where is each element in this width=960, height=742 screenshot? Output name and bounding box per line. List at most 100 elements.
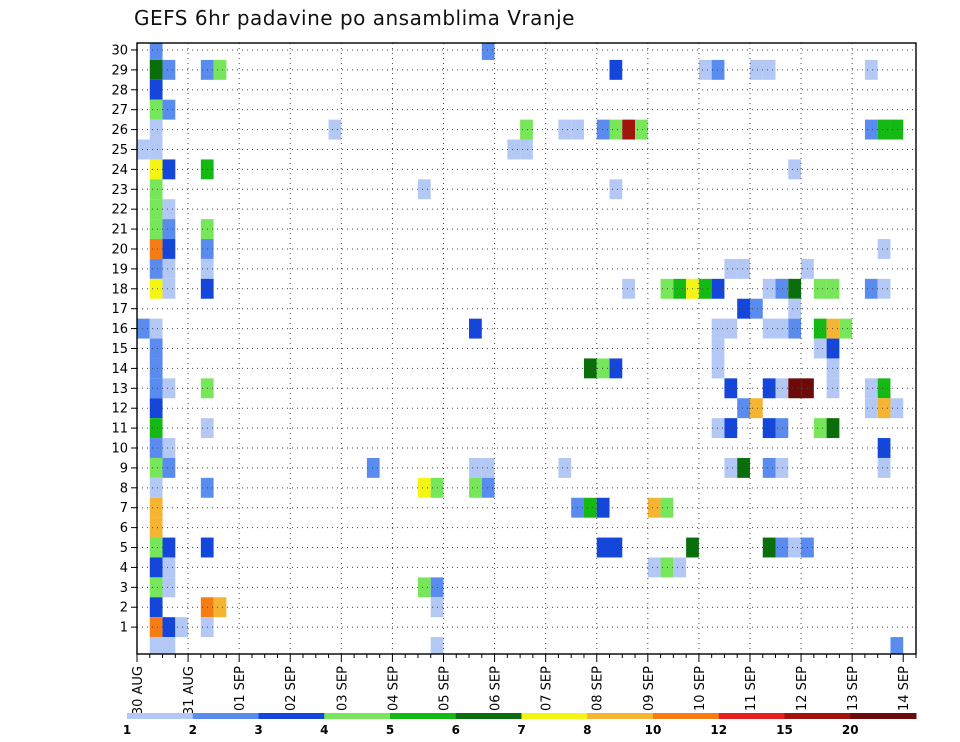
heatmap-cell	[890, 119, 904, 140]
heatmap-cell	[698, 278, 712, 299]
heatmap-cell	[775, 278, 789, 299]
heatmap-cell	[149, 99, 163, 120]
heatmap-cell	[762, 278, 776, 299]
heatmap-cell	[149, 418, 163, 439]
heatmap-cell	[558, 119, 572, 140]
y-tick-label: 21	[111, 223, 128, 238]
heatmap-cell	[877, 278, 891, 299]
heatmap-cell	[149, 597, 163, 618]
heatmap-cell	[149, 378, 163, 399]
x-tick-label: 14 SEP	[897, 666, 912, 711]
colorbar-label: 2	[189, 723, 197, 737]
heatmap-cell	[647, 497, 661, 518]
x-tick-label: 02 SEP	[284, 666, 299, 711]
heatmap-cell	[775, 378, 789, 399]
y-tick-label: 12	[111, 402, 128, 417]
heatmap-cell	[737, 457, 750, 478]
heatmap-cell	[609, 59, 623, 80]
heatmap-cell	[175, 617, 189, 638]
heatmap-cell	[724, 457, 738, 478]
heatmap-cell	[660, 497, 674, 518]
heatmap-cell	[366, 457, 380, 478]
heatmap-cell	[149, 358, 163, 379]
heatmap-cell	[596, 119, 610, 140]
heatmap-cell	[149, 199, 163, 220]
heatmap-cell	[137, 139, 150, 160]
heatmap-cell	[137, 318, 150, 339]
heatmap-cell	[788, 318, 802, 339]
heatmap-cell	[813, 318, 827, 339]
heatmap-cell	[596, 497, 610, 518]
heatmap-cell	[711, 418, 725, 439]
heatmap-cell	[737, 298, 750, 319]
colorbar-swatch	[324, 713, 391, 719]
heatmap-cell	[762, 318, 776, 339]
x-tick-label: 11 SEP	[744, 666, 759, 711]
x-tick-label: 10 SEP	[693, 666, 708, 711]
heatmap-cell	[149, 497, 163, 518]
colorbar-label: 5	[386, 723, 394, 737]
heatmap-cell	[775, 537, 789, 558]
heatmap-cell	[737, 258, 750, 279]
cell-layer	[137, 43, 904, 654]
heatmap-cell	[877, 457, 891, 478]
colorbar-label: 1	[123, 723, 131, 737]
heatmap-cell	[162, 537, 176, 558]
heatmap-cell	[417, 577, 431, 598]
heatmap-cell	[635, 119, 648, 140]
heatmap-cell	[596, 537, 610, 558]
heatmap-cell	[788, 159, 802, 180]
heatmap-cell	[583, 358, 597, 379]
x-axis: 30 AUG 31 AUG 01 SEP 02 SEP 03 SEP 04 SEP 05 S…	[131, 654, 917, 715]
heatmap-cell	[737, 398, 750, 419]
heatmap-cell	[149, 159, 163, 180]
y-tick-label: 23	[111, 183, 128, 198]
colorbar-swatch	[718, 713, 785, 719]
colorbar-swatch	[653, 713, 720, 719]
y-tick-label: 30	[111, 43, 128, 58]
y-tick-label: 29	[111, 63, 128, 78]
y-tick-label: 27	[111, 103, 128, 118]
chart-title: GEFS 6hr padavine po ansamblima Vranje	[134, 6, 575, 30]
heatmap-cell	[711, 358, 725, 379]
heatmap-cell	[724, 258, 738, 279]
heatmap-cell	[520, 119, 533, 140]
heatmap-cell	[711, 338, 725, 359]
heatmap-cell	[149, 258, 163, 279]
heatmap-cell	[788, 298, 802, 319]
y-tick-label: 3	[120, 581, 128, 596]
heatmap-cell	[877, 239, 891, 259]
colorbar-swatch	[521, 713, 588, 719]
heatmap-cell	[877, 438, 891, 458]
heatmap-cell	[698, 59, 712, 80]
x-tick-label: 13 SEP	[846, 666, 861, 711]
y-tick-label: 7	[120, 501, 128, 516]
heatmap-cell	[149, 239, 163, 259]
heatmap-cell	[788, 278, 802, 299]
colorbar-swatch	[192, 713, 259, 719]
heatmap-cell	[469, 318, 482, 339]
heatmap-cell	[711, 278, 725, 299]
heatmap-cell	[149, 477, 163, 498]
heatmap-cell	[749, 298, 763, 319]
heatmap-cell	[162, 99, 176, 120]
y-tick-label: 24	[111, 163, 128, 178]
colorbar-swatch	[850, 713, 917, 719]
heatmap-cell	[673, 278, 687, 299]
heatmap-cell	[162, 219, 176, 240]
heatmap-cell	[558, 457, 572, 478]
heatmap-cell	[622, 278, 636, 299]
y-tick-label: 26	[111, 123, 128, 138]
colorbar-label: 4	[320, 723, 328, 737]
heatmap-cell	[724, 378, 738, 399]
heatmap-cell	[162, 438, 176, 458]
heatmap-cell	[711, 318, 725, 339]
heatmap-cell	[864, 398, 878, 419]
heatmap-cell	[481, 43, 495, 60]
heatmap-cell	[520, 139, 533, 160]
heatmap-cell	[609, 358, 623, 379]
y-tick-label: 11	[111, 422, 128, 437]
y-tick-label: 16	[111, 322, 128, 337]
colorbar-swatch	[258, 713, 325, 719]
